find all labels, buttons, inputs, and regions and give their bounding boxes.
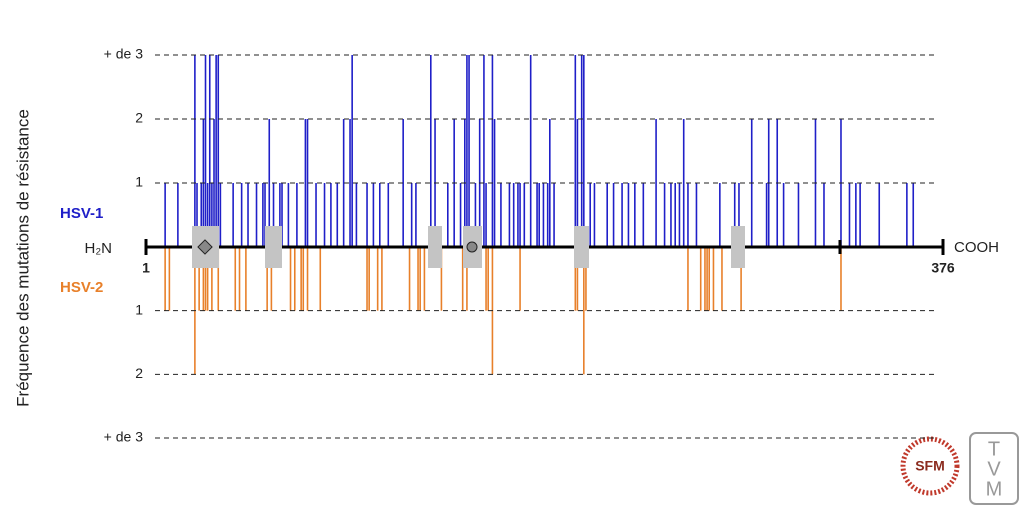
domain — [428, 226, 442, 268]
n-terminus: H₂N — [85, 240, 113, 257]
y-tick-label: + de 3 — [104, 429, 144, 445]
x-tick-label: 376 — [931, 260, 955, 276]
y-tick-label: + de 3 — [104, 46, 144, 62]
logo-letter: V — [987, 458, 1001, 480]
diamond-marker — [197, 239, 213, 255]
logo-frame — [969, 432, 1019, 505]
logo-text: SFM — [915, 458, 945, 474]
logo-letter: T — [988, 438, 1000, 460]
logo-letter: M — [986, 478, 1003, 500]
domain — [574, 226, 589, 268]
logo-center — [911, 447, 949, 485]
tvm-logo: T V M — [969, 432, 1019, 505]
legend-label: HSV-1 — [60, 205, 103, 222]
y-tick-label: 1 — [135, 301, 143, 317]
y-tick-label: 1 — [135, 174, 143, 190]
c-terminus: COOH — [954, 239, 999, 256]
legend-label: HSV-2 — [60, 279, 103, 296]
domain — [731, 226, 745, 268]
y-tick-label: 2 — [135, 110, 143, 126]
y-axis-label: Fréquence des mutations de résistance — [13, 109, 32, 407]
logo-ring — [900, 436, 960, 496]
sfm-logo: SFM — [900, 436, 960, 496]
bars — [164, 55, 915, 375]
x-tick-label: 1 — [142, 260, 150, 276]
circle-marker — [466, 241, 478, 253]
domain — [265, 226, 282, 268]
y-tick-label: 2 — [135, 365, 143, 381]
